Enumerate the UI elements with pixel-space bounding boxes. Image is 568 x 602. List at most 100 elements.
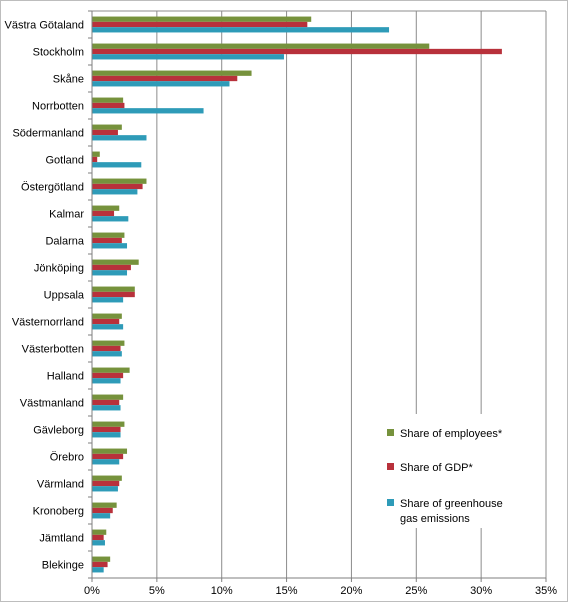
x-tick-label: 30% [470, 585, 492, 597]
category-label: Blekinge [42, 560, 84, 572]
bar-blekinge-share-of-gdp [92, 561, 108, 568]
bar-kronoberg-share-of-gdp [92, 507, 113, 514]
category-label: Jönköping [34, 263, 84, 275]
category-label: Jämtland [39, 533, 84, 545]
bar-stockholm-share-of-employees [92, 43, 430, 49]
x-tick-label: 25% [405, 585, 427, 597]
bar-kalmar-share-of-greenhouse-gas-emissions [92, 216, 129, 222]
category-label: Västernorrland [12, 317, 84, 329]
bar-kalmar-share-of-employees [92, 205, 120, 211]
bar-jamtland-share-of-greenhouse-gas-emissions [92, 540, 105, 546]
legend: Share of employees* Share of GDP* Share of… [378, 414, 522, 528]
bar-gotland-share-of-greenhouse-gas-emissions [92, 162, 142, 168]
bar-jamtland-share-of-employees [92, 529, 107, 535]
bar-vasternorrland-share-of-greenhouse-gas-emissions [92, 324, 124, 330]
bar-vastmanland-share-of-employees [92, 394, 124, 400]
legend-swatch-share-of-greenhouse-gas-emissions [387, 499, 394, 506]
x-tick-labels: 0% 5% 10% 15% 20% 25% 30% 35% [84, 585, 557, 597]
bars [92, 16, 502, 573]
category-label: Stockholm [33, 47, 84, 59]
x-tick-label: 10% [211, 585, 233, 597]
bar-ostergotland-share-of-employees [92, 178, 147, 184]
category-label: Örebro [50, 452, 84, 464]
bar-vastra-gotaland-share-of-greenhouse-gas-emissions [92, 27, 390, 33]
bar-jamtland-share-of-gdp [92, 534, 104, 541]
bar-gotland-share-of-employees [92, 151, 100, 157]
bar-kronoberg-share-of-greenhouse-gas-emissions [92, 513, 111, 519]
bar-uppsala-share-of-gdp [92, 291, 135, 298]
category-label: Halland [47, 371, 84, 383]
legend-box [378, 414, 522, 528]
bar-sodermanland-share-of-greenhouse-gas-emissions [92, 135, 147, 141]
bar-stockholm-share-of-greenhouse-gas-emissions [92, 54, 284, 60]
category-label: Kronoberg [33, 506, 84, 518]
bar-blekinge-share-of-employees [92, 556, 111, 562]
bar-varmland-share-of-employees [92, 475, 122, 481]
legend-label: Share of GDP* [400, 462, 473, 474]
bar-gavleborg-share-of-employees [92, 421, 125, 427]
bar-vastra-gotaland-share-of-gdp [92, 21, 308, 28]
bar-varmland-share-of-gdp [92, 480, 120, 487]
bar-norrbotten-share-of-gdp [92, 102, 125, 109]
bar-ostergotland-share-of-gdp [92, 183, 143, 190]
category-label: Gävleborg [33, 425, 84, 437]
x-tick-label: 35% [535, 585, 557, 597]
legend-label: gas emissions [400, 513, 470, 525]
bar-halland-share-of-gdp [92, 372, 124, 379]
x-tick-label: 20% [340, 585, 362, 597]
bar-skane-share-of-gdp [92, 75, 238, 82]
bar-gavleborg-share-of-gdp [92, 426, 121, 433]
bar-blekinge-share-of-greenhouse-gas-emissions [92, 567, 104, 573]
legend-swatch-share-of-gdp [387, 463, 394, 470]
bar-norrbotten-share-of-greenhouse-gas-emissions [92, 108, 204, 114]
bar-halland-share-of-greenhouse-gas-emissions [92, 378, 121, 384]
bar-gotland-share-of-gdp [92, 156, 98, 163]
bar-uppsala-share-of-employees [92, 286, 135, 292]
bar-orebro-share-of-greenhouse-gas-emissions [92, 459, 120, 465]
category-label: Västmanland [20, 398, 84, 410]
category-label: Kalmar [49, 209, 84, 221]
category-labels: Västra Götaland Stockholm Skåne Norrbotten S… [5, 20, 85, 572]
legend-swatch-share-of-employees [387, 429, 394, 436]
category-label: Västra Götaland [5, 20, 85, 32]
bar-vastra-gotaland-share-of-employees [92, 16, 312, 22]
category-label: Östergötland [21, 182, 84, 194]
x-tick-label: 15% [276, 585, 298, 597]
category-label: Skåne [53, 74, 84, 86]
bar-sodermanland-share-of-gdp [92, 129, 118, 136]
bar-vasterbotten-share-of-employees [92, 340, 125, 346]
bar-varmland-share-of-greenhouse-gas-emissions [92, 486, 118, 492]
bar-norrbotten-share-of-employees [92, 97, 124, 103]
bar-kronoberg-share-of-employees [92, 502, 117, 508]
category-label: Uppsala [44, 290, 85, 302]
bar-skane-share-of-greenhouse-gas-emissions [92, 81, 230, 87]
x-tick-label: 5% [149, 585, 165, 597]
bar-dalarna-share-of-greenhouse-gas-emissions [92, 243, 128, 249]
category-label: Södermanland [12, 128, 84, 140]
bar-uppsala-share-of-greenhouse-gas-emissions [92, 297, 124, 303]
bar-vastmanland-share-of-gdp [92, 399, 120, 406]
legend-label: Share of greenhouse [400, 498, 503, 510]
bar-gavleborg-share-of-greenhouse-gas-emissions [92, 432, 121, 438]
bar-vastmanland-share-of-greenhouse-gas-emissions [92, 405, 121, 411]
bar-stockholm-share-of-gdp [92, 48, 502, 55]
bar-orebro-share-of-employees [92, 448, 128, 454]
bar-jonkoping-share-of-gdp [92, 264, 131, 271]
category-label: Västerbotten [22, 344, 84, 356]
axes [88, 10, 547, 582]
bar-jonkoping-share-of-employees [92, 259, 139, 265]
legend-label: Share of employees* [400, 428, 503, 440]
category-label: Dalarna [45, 236, 84, 248]
bar-orebro-share-of-gdp [92, 453, 124, 460]
bar-kalmar-share-of-gdp [92, 210, 115, 217]
bar-ostergotland-share-of-greenhouse-gas-emissions [92, 189, 138, 195]
category-label: Norrbotten [32, 101, 84, 113]
bar-vasternorrland-share-of-gdp [92, 318, 120, 325]
bar-sodermanland-share-of-employees [92, 124, 122, 130]
bar-dalarna-share-of-gdp [92, 237, 122, 244]
bar-vasterbotten-share-of-gdp [92, 345, 121, 352]
bar-vasterbotten-share-of-greenhouse-gas-emissions [92, 351, 122, 357]
bar-vasternorrland-share-of-employees [92, 313, 122, 319]
x-tick-label: 0% [84, 585, 100, 597]
bar-jonkoping-share-of-greenhouse-gas-emissions [92, 270, 128, 276]
